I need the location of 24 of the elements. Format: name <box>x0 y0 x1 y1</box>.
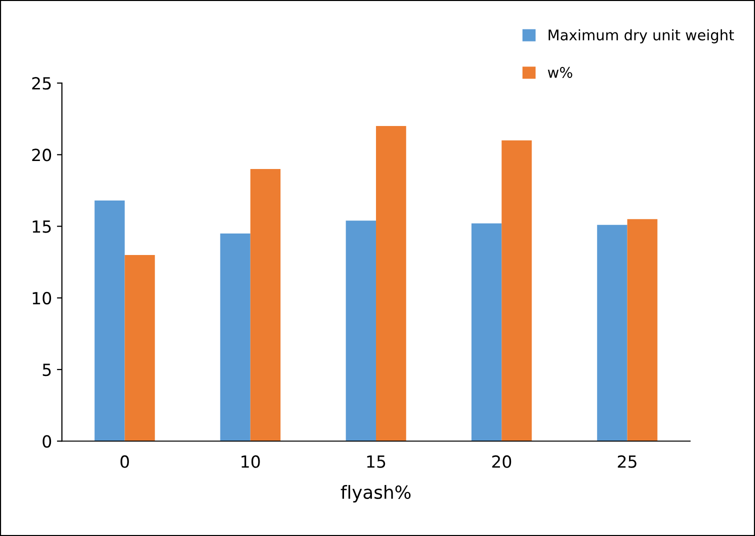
x-tick-label: 0 <box>120 455 129 468</box>
y-tick-label: 0 <box>42 435 52 448</box>
bar <box>597 224 628 442</box>
bar <box>220 233 250 442</box>
x-tick-label: 10 <box>242 455 260 468</box>
bar <box>346 220 376 442</box>
x-tick-label: 25 <box>618 455 636 468</box>
bar <box>471 223 502 442</box>
bar <box>94 200 125 442</box>
bar <box>502 140 532 442</box>
bar <box>376 126 406 442</box>
x-tick-label: 15 <box>367 456 386 468</box>
bar <box>627 219 658 442</box>
y-tick-label: 5 <box>42 364 51 376</box>
legend-label: w% <box>548 66 572 78</box>
legend-label: Maximum dry unit weight <box>548 29 734 44</box>
x-axis-title: flyash% <box>340 485 411 503</box>
y-tick-label: 25 <box>32 77 51 90</box>
y-tick-label: 20 <box>32 148 52 162</box>
y-tick-label: 10 <box>32 292 52 304</box>
bar <box>250 169 281 442</box>
y-tick-label: 15 <box>32 220 51 233</box>
bar <box>124 254 155 442</box>
x-tick-label: 20 <box>492 455 512 468</box>
